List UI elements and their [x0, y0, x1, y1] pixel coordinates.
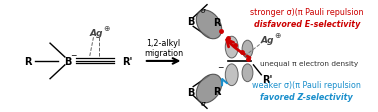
Text: 1,2-alkyl: 1,2-alkyl — [147, 39, 181, 48]
Ellipse shape — [225, 37, 238, 58]
Text: R': R' — [122, 56, 132, 66]
Text: −: − — [71, 51, 77, 60]
Ellipse shape — [196, 75, 222, 103]
Text: B: B — [64, 56, 71, 66]
Text: stronger σ)(π Pauli repulsion: stronger σ)(π Pauli repulsion — [250, 8, 364, 17]
Text: R: R — [213, 86, 221, 96]
Ellipse shape — [225, 64, 238, 86]
Text: R: R — [25, 56, 32, 66]
Text: Ag: Ag — [260, 35, 274, 44]
Ellipse shape — [242, 41, 253, 58]
Text: B: B — [187, 17, 195, 27]
Text: migration: migration — [144, 48, 183, 57]
Text: disfavored E-selectivity: disfavored E-selectivity — [254, 20, 360, 29]
Text: σ: σ — [201, 100, 205, 106]
Text: ⊕: ⊕ — [103, 24, 110, 33]
Text: B: B — [187, 87, 195, 97]
Text: R: R — [213, 18, 221, 28]
Text: Ag: Ag — [90, 29, 103, 38]
Text: R': R' — [262, 74, 273, 84]
Text: unequal π electron density: unequal π electron density — [260, 60, 358, 66]
Ellipse shape — [196, 11, 222, 39]
Text: σ: σ — [201, 8, 205, 13]
Text: favored Z-selectivity: favored Z-selectivity — [260, 92, 353, 101]
Text: weaker σ)(π Pauli repulsion: weaker σ)(π Pauli repulsion — [252, 80, 361, 89]
Text: ⊕: ⊕ — [274, 30, 280, 39]
Text: −: − — [217, 63, 223, 72]
Ellipse shape — [242, 64, 253, 82]
